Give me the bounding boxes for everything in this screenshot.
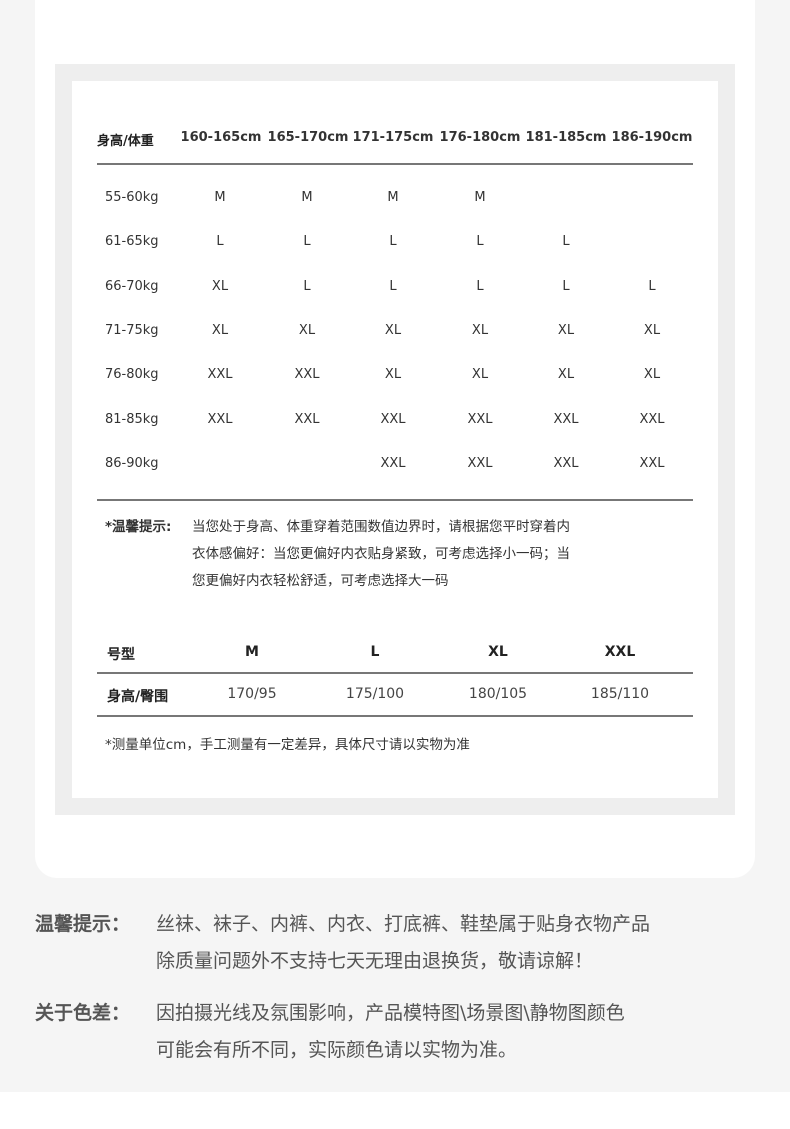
size-cell: XXL: [380, 411, 406, 427]
size-cell: L: [389, 234, 397, 250]
height-header: 160-165cm: [180, 130, 262, 145]
size-cell: XL: [557, 367, 575, 383]
size-cell: XL: [298, 322, 316, 338]
tip-line: 当您处于身高、体重穿着范围数值边界时，请根据您平时穿着内: [192, 519, 570, 535]
weight-label: 61-65kg: [105, 234, 159, 250]
divider: [97, 715, 693, 717]
size-header: M: [245, 644, 259, 660]
divider: [97, 672, 693, 674]
size-cell: XXL: [467, 411, 493, 427]
size-cell: M: [214, 190, 226, 205]
height-header: 186-190cm: [611, 130, 693, 145]
grid-corner-label: 身高/体重: [97, 134, 154, 149]
size-header: XXL: [604, 644, 636, 660]
size-cell: XXL: [294, 367, 320, 383]
size-value: 185/110: [590, 686, 650, 702]
size-cell: XL: [471, 367, 489, 383]
size-cell: XL: [384, 322, 402, 338]
size-cell: XL: [643, 367, 661, 383]
weight-label: 76-80kg: [105, 367, 159, 383]
size-header-label: 号型: [107, 647, 135, 663]
size-cell: XXL: [207, 411, 233, 427]
size-cell: L: [562, 278, 570, 294]
size-cell: XL: [384, 367, 402, 383]
footer-line: 因拍摄光线及氛围影响，产品模特图\场景图\静物图颜色: [156, 1002, 625, 1024]
footer-label: 关于色差：: [35, 1002, 131, 1024]
size-row-label: 身高/臀围: [107, 689, 169, 705]
tip-line: 衣体感偏好：当您更偏好内衣贴身紧致，可考虑选择小一码；当: [192, 546, 570, 562]
size-header: XL: [488, 644, 508, 660]
height-header: 171-175cm: [352, 130, 434, 145]
size-cell: XL: [211, 278, 229, 294]
size-cell: M: [301, 190, 313, 205]
weight-label: 66-70kg: [105, 278, 159, 294]
size-cell: L: [389, 278, 397, 294]
size-header: L: [370, 644, 380, 660]
size-cell: XXL: [553, 411, 579, 427]
footer-label: 温馨提示：: [35, 913, 131, 935]
height-header: 165-170cm: [267, 130, 349, 145]
footer-line: 可能会有所不同，实际颜色请以实物为准。: [156, 1039, 518, 1061]
size-cell: XXL: [207, 367, 233, 383]
size-cell: XXL: [467, 455, 493, 471]
size-value: 170/95: [227, 686, 277, 702]
size-cell: L: [562, 234, 570, 250]
weight-label: 86-90kg: [105, 455, 159, 471]
tip-label: *温馨提示:: [105, 519, 172, 535]
measurement-note: *测量单位cm，手工测量有一定差异，具体尺寸请以实物为准: [105, 737, 470, 753]
size-cell: L: [648, 278, 656, 294]
height-header: 176-180cm: [439, 130, 521, 145]
size-cell: L: [476, 278, 484, 294]
divider: [97, 499, 693, 501]
size-cell: XXL: [639, 455, 665, 471]
height-header: 181-185cm: [525, 130, 607, 145]
size-chart-panel: [72, 81, 718, 798]
tip-line: 您更偏好内衣轻松舒适，可考虑选择大一码: [192, 573, 449, 589]
size-cell: XXL: [294, 411, 320, 427]
size-cell: XL: [557, 322, 575, 338]
size-cell: L: [303, 278, 311, 294]
size-cell: XL: [471, 322, 489, 338]
size-cell: XXL: [639, 411, 665, 427]
size-cell: XXL: [380, 455, 406, 471]
size-value: 180/105: [468, 686, 528, 702]
weight-label: 71-75kg: [105, 322, 159, 338]
size-cell: XL: [643, 322, 661, 338]
size-cell: L: [476, 234, 484, 250]
footer-line: 丝袜、袜子、内裤、内衣、打底裤、鞋垫属于贴身衣物产品: [156, 913, 651, 935]
size-cell: L: [216, 234, 224, 250]
footer-line: 除质量问题外不支持七天无理由退换货，敬请谅解！: [156, 950, 594, 972]
size-cell: XL: [211, 322, 229, 338]
weight-label: 55-60kg: [105, 190, 159, 205]
weight-label: 81-85kg: [105, 411, 159, 427]
size-cell: M: [387, 190, 399, 205]
size-cell: XXL: [553, 455, 579, 471]
size-cell: L: [303, 234, 311, 250]
size-cell: M: [474, 190, 486, 205]
divider: [97, 163, 693, 165]
size-value: 175/100: [345, 686, 405, 702]
